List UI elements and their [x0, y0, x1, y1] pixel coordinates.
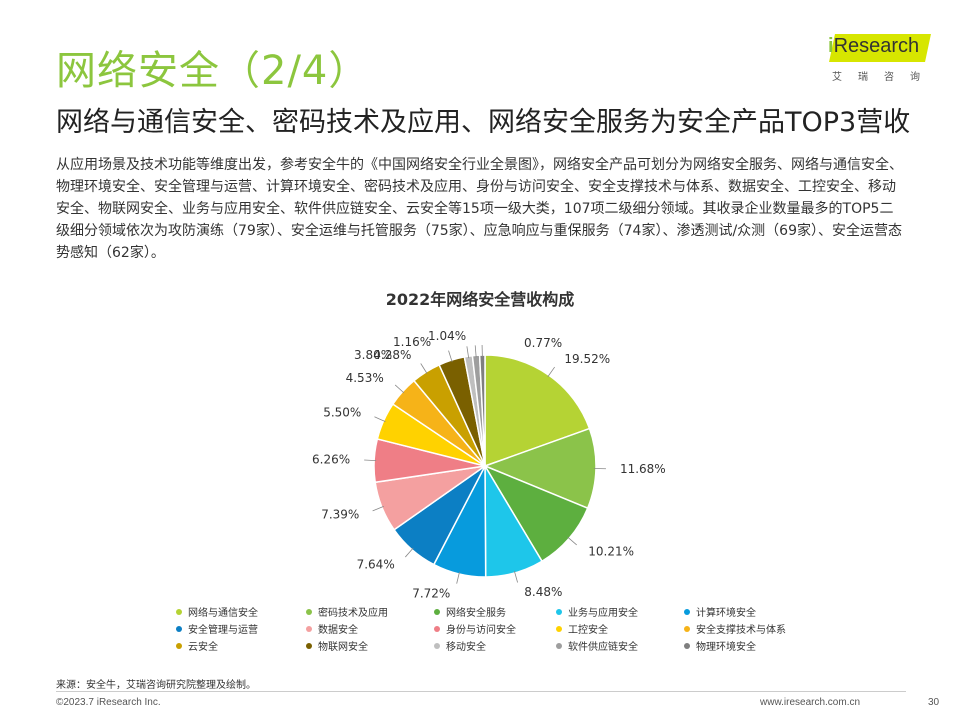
legend-label: 软件供应链安全 — [568, 642, 638, 653]
legend-item-3: 网络安全服务 — [434, 604, 506, 619]
legend-swatch — [306, 642, 312, 649]
legend-label: 网络与通信安全 — [188, 608, 258, 619]
data-label-10: 4.53% — [346, 371, 384, 385]
leader-line-10 — [394, 384, 405, 394]
logo-research: Research — [833, 35, 920, 57]
data-label-4: 8.48% — [524, 585, 562, 599]
legend-swatch — [176, 608, 182, 615]
leader-line-14 — [474, 345, 477, 358]
leader-line-7 — [372, 506, 384, 512]
legend-swatch — [684, 625, 690, 632]
legend-item-6: 安全管理与运营 — [176, 621, 258, 636]
data-label-13: 1.16% — [393, 335, 431, 349]
legend-item-7: 数据安全 — [306, 621, 358, 636]
legend-label: 物联网安全 — [318, 642, 368, 653]
leader-line-11 — [420, 363, 428, 374]
legend-swatch — [306, 625, 312, 632]
data-label-11: 4.28% — [373, 348, 411, 362]
legend-item-12: 物联网安全 — [306, 638, 368, 653]
legend-label: 移动安全 — [446, 642, 486, 653]
data-label-12: 3.80% — [354, 348, 392, 362]
legend-label: 密码技术及应用 — [318, 608, 388, 619]
legend-item-14: 软件供应链安全 — [556, 638, 638, 653]
footer-divider — [56, 691, 906, 692]
legend-swatch — [176, 625, 182, 632]
legend-item-10: 安全支撑技术与体系 — [684, 621, 786, 636]
legend-swatch — [556, 642, 562, 649]
legend-swatch — [684, 608, 690, 615]
leader-line-9 — [374, 416, 386, 423]
legend-item-11: 云安全 — [176, 638, 218, 653]
legend-swatch — [434, 608, 440, 615]
leader-line-8 — [364, 459, 377, 462]
logo-wordmark: iResearch — [828, 35, 919, 58]
legend-swatch — [176, 642, 182, 649]
legend-label: 网络安全服务 — [446, 608, 506, 619]
data-label-2: 11.68% — [620, 462, 666, 476]
legend-swatch — [684, 642, 690, 649]
legend-label: 安全管理与运营 — [188, 625, 258, 636]
legend-item-4: 业务与应用安全 — [556, 604, 638, 619]
legend-label: 安全支撑技术与体系 — [696, 625, 786, 636]
source-note: 来源：安全牛，艾瑞咨询研究院整理及绘制。 — [56, 680, 256, 691]
legend-swatch — [434, 625, 440, 632]
legend-item-9: 工控安全 — [556, 621, 608, 636]
data-label-1: 19.52% — [564, 352, 610, 366]
legend-label: 身份与访问安全 — [446, 625, 516, 636]
data-label-3: 10.21% — [588, 544, 634, 558]
leader-line-5 — [456, 571, 460, 584]
data-label-14: 1.04% — [428, 329, 466, 343]
legend-item-5: 计算环境安全 — [684, 604, 756, 619]
legend-label: 工控安全 — [568, 625, 608, 636]
legend-item-15: 物理环境安全 — [684, 638, 756, 653]
legend-swatch — [556, 625, 562, 632]
data-label-15: 0.77% — [524, 336, 562, 350]
iresearch-logo: iResearch 艾瑞咨询 — [818, 30, 936, 86]
leader-line-12 — [448, 350, 453, 363]
copyright: ©2023.7 iResearch Inc. — [56, 697, 161, 708]
legend-swatch — [434, 642, 440, 649]
legend-item-8: 身份与访问安全 — [434, 621, 516, 636]
logo-i: i — [828, 35, 834, 57]
intro-paragraph: 从应用场景及技术功能等维度出发，参考安全牛的《中国网络安全行业全景图》，网络安全… — [56, 157, 903, 261]
legend-label: 数据安全 — [318, 625, 358, 636]
website: www.iresearch.com.cn — [760, 697, 861, 708]
legend-swatch — [556, 608, 562, 615]
data-label-6: 7.64% — [357, 558, 395, 572]
legend-label: 物理环境安全 — [696, 642, 756, 653]
data-label-8: 6.26% — [312, 453, 350, 467]
logo-subtext: 艾瑞咨询 — [832, 72, 936, 83]
leader-line-6 — [405, 547, 414, 558]
data-label-9: 5.50% — [323, 406, 361, 420]
legend-label: 业务与应用安全 — [568, 608, 638, 619]
leader-line-1 — [547, 366, 555, 378]
page-title: 网络安全（2/4） — [56, 48, 370, 94]
leader-line-3 — [567, 536, 577, 546]
legend-item-2: 密码技术及应用 — [306, 604, 388, 619]
data-label-5: 7.72% — [412, 586, 450, 600]
legend-label: 计算环境安全 — [696, 608, 756, 619]
leader-line-4 — [513, 570, 518, 583]
page-number: 30 — [928, 697, 940, 708]
page-subtitle: 网络与通信安全、密码技术及应用、网络安全服务为安全产品TOP3营收 — [56, 107, 911, 138]
legend-item-13: 移动安全 — [434, 638, 486, 653]
leader-line-13 — [466, 346, 470, 359]
chart-title: 2022年网络安全营收构成 — [385, 290, 575, 309]
legend-label: 云安全 — [188, 642, 218, 653]
data-label-7: 7.39% — [321, 508, 359, 522]
legend-item-1: 网络与通信安全 — [176, 604, 258, 619]
legend-swatch — [306, 608, 312, 615]
